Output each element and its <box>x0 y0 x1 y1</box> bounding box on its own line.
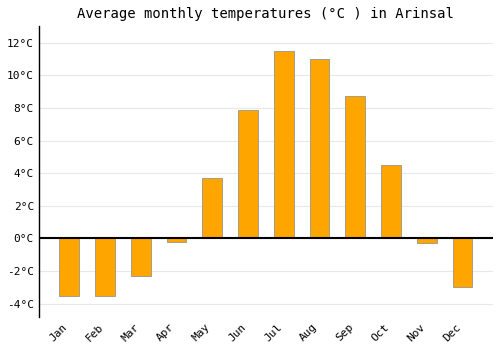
Title: Average monthly temperatures (°C ) in Arinsal: Average monthly temperatures (°C ) in Ar… <box>78 7 454 21</box>
Bar <box>202 178 222 238</box>
Bar <box>166 238 186 242</box>
Bar <box>346 97 365 238</box>
Bar <box>274 51 293 238</box>
Bar <box>452 238 472 287</box>
Bar <box>417 238 436 243</box>
Bar <box>95 238 115 296</box>
Bar <box>238 110 258 238</box>
Bar <box>310 59 330 238</box>
Bar <box>131 238 150 276</box>
Bar <box>381 165 401 238</box>
Bar <box>60 238 79 296</box>
